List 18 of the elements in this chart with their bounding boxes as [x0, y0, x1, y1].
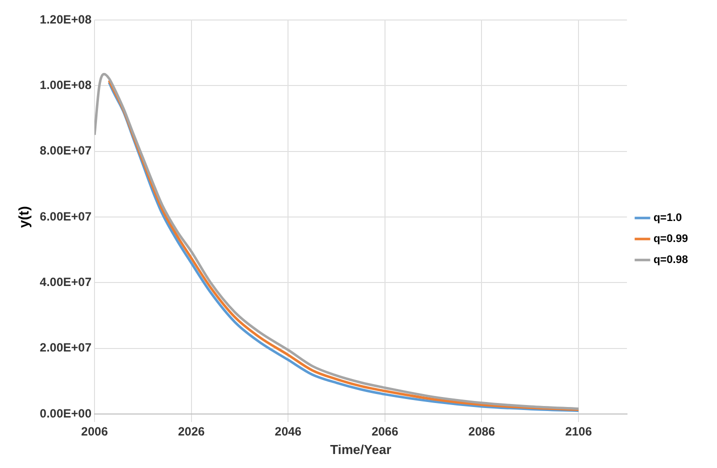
x-tick-label: 2106 — [565, 424, 592, 439]
x-tick-label: 2026 — [178, 424, 205, 439]
legend-label: q=0.99 — [653, 233, 688, 246]
y-tick-label: 8.00E+07 — [40, 144, 92, 158]
x-tick-label: 2066 — [372, 424, 399, 439]
x-tick-label: 2046 — [274, 424, 302, 439]
x-tick-label: 2086 — [468, 424, 496, 439]
x-axis-title: Time/Year — [330, 442, 392, 457]
y-tick-label: 2.00E+07 — [40, 340, 92, 355]
x-tick-label: 2006 — [81, 424, 108, 439]
y-tick-label: 4.00E+07 — [40, 274, 92, 289]
y-tick-label: 0.00E+00 — [40, 406, 92, 420]
y-axis-title: y(t) — [15, 206, 32, 228]
y-tick-label: 6.00E+07 — [40, 209, 92, 224]
legend-label: q=0.98 — [653, 254, 688, 266]
y-tick-label: 1.00E+08 — [40, 78, 92, 92]
legend-label: q=1.0 — [653, 212, 682, 224]
y-tick-label: 1.20E+08 — [40, 12, 92, 26]
